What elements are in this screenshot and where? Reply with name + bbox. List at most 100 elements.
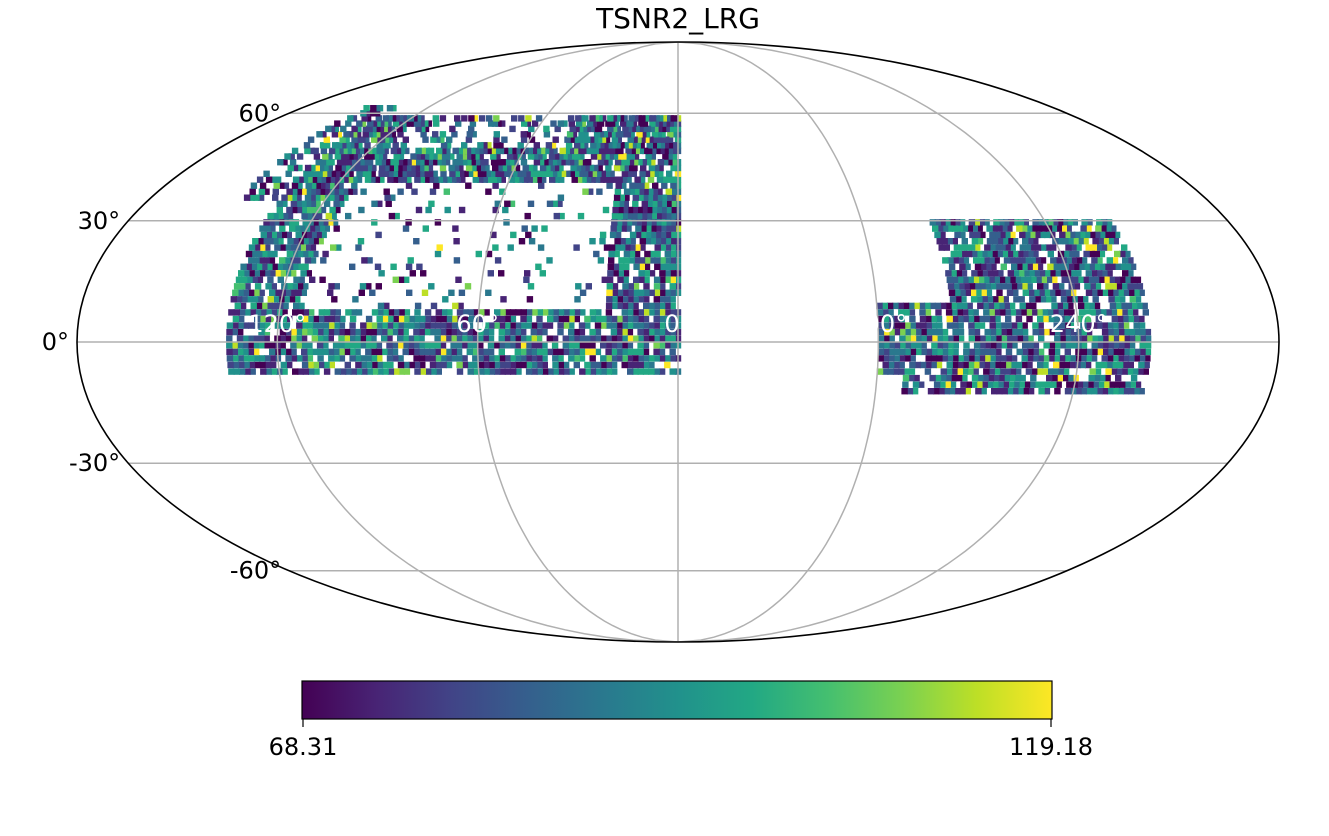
survey-pixel: [440, 361, 447, 369]
survey-pixel: [541, 322, 548, 329]
survey-pixel: [492, 206, 499, 214]
survey-pixel: [413, 170, 421, 177]
survey-pixel: [396, 125, 403, 133]
survey-pixel: [1050, 381, 1057, 388]
survey-pixel: [358, 206, 365, 214]
survey-pixel: [402, 328, 409, 336]
survey-pixel: [914, 361, 921, 369]
survey-pixel: [413, 322, 420, 329]
survey-pixel: [1076, 296, 1084, 303]
survey-pixel: [637, 342, 644, 349]
survey-pixel: [409, 164, 416, 172]
survey-pixel: [645, 212, 653, 220]
survey-pixel: [664, 276, 671, 283]
survey-pixel: [643, 283, 650, 290]
survey-pixel: [941, 335, 949, 342]
survey-pixel: [242, 335, 249, 342]
survey-pixel: [579, 164, 586, 172]
survey-pixel: [1053, 361, 1060, 369]
survey-pixel: [627, 120, 634, 127]
survey-pixel: [618, 257, 625, 264]
survey-pixel: [397, 315, 405, 323]
survey-pixel: [628, 115, 635, 122]
survey-pixel: [285, 170, 292, 177]
survey-pixel: [318, 225, 326, 232]
survey-pixel: [665, 212, 672, 220]
survey-pixel: [339, 368, 347, 375]
survey-pixel: [919, 315, 927, 323]
survey-pixel: [588, 136, 595, 143]
survey-pixel: [634, 244, 641, 251]
survey-pixel: [1085, 322, 1092, 329]
survey-pixel: [472, 309, 480, 316]
survey-pixel: [1008, 302, 1016, 310]
survey-pixel: [658, 348, 666, 356]
survey-pixel: [622, 270, 630, 277]
survey-pixel: [1064, 328, 1071, 336]
survey-pixel: [973, 355, 980, 362]
survey-pixel: [1046, 309, 1054, 316]
survey-pixel: [365, 342, 372, 349]
survey-pixel: [434, 250, 442, 258]
survey-pixel: [1105, 283, 1112, 290]
survey-pixel: [613, 194, 621, 201]
survey-pixel: [550, 159, 558, 166]
survey-pixel: [439, 348, 447, 356]
survey-pixel: [520, 131, 527, 138]
survey-pixel: [277, 276, 284, 283]
survey-pixel: [438, 136, 445, 143]
survey-pixel: [386, 355, 394, 362]
survey-pixel: [995, 328, 1002, 336]
survey-pixel: [1101, 289, 1109, 296]
survey-pixel: [423, 328, 431, 336]
survey-pixel: [1105, 309, 1112, 316]
survey-pixel: [1062, 368, 1070, 375]
survey-pixel: [641, 147, 649, 155]
survey-pixel: [960, 270, 968, 277]
survey-pixel: [648, 355, 655, 362]
survey-pixel: [1017, 219, 1025, 226]
survey-pixel: [471, 115, 479, 122]
survey-pixel: [466, 348, 473, 356]
survey-pixel: [264, 270, 271, 277]
survey-pixel: [993, 374, 1000, 382]
survey-pixel: [434, 342, 441, 349]
survey-pixel: [436, 147, 443, 155]
survey-pixel: [983, 309, 990, 316]
survey-pixel: [351, 131, 358, 138]
survey-pixel: [616, 296, 623, 303]
survey-pixel: [656, 125, 663, 133]
survey-pixel: [641, 120, 649, 127]
survey-pixel: [231, 348, 238, 356]
survey-pixel: [1042, 355, 1050, 362]
survey-pixel: [249, 309, 256, 316]
survey-pixel: [338, 322, 346, 329]
survey-pixel: [1017, 388, 1024, 395]
survey-pixel: [606, 276, 614, 283]
survey-pixel: [1112, 328, 1119, 336]
survey-pixel: [338, 348, 345, 356]
survey-pixel: [490, 176, 497, 183]
survey-pixel: [254, 283, 262, 290]
survey-pixel: [1083, 302, 1090, 310]
survey-pixel: [637, 348, 644, 356]
survey-pixel: [1085, 388, 1093, 395]
survey-pixel: [604, 147, 612, 155]
survey-pixel: [247, 348, 255, 356]
survey-pixel: [1085, 289, 1093, 296]
survey-pixel: [946, 315, 953, 323]
survey-pixel: [1105, 368, 1112, 375]
survey-pixel: [1106, 257, 1113, 264]
survey-pixel: [1016, 322, 1023, 329]
survey-pixel: [959, 289, 966, 296]
survey-pixel: [639, 115, 646, 122]
survey-pixel: [1004, 231, 1011, 239]
survey-pixel: [497, 170, 505, 177]
survey-pixel: [614, 142, 621, 149]
survey-pixel: [443, 188, 450, 195]
survey-pixel: [341, 147, 348, 155]
survey-pixel: [541, 328, 548, 336]
survey-pixel: [279, 270, 286, 277]
survey-pixel: [345, 212, 352, 220]
survey-pixel: [481, 142, 488, 149]
